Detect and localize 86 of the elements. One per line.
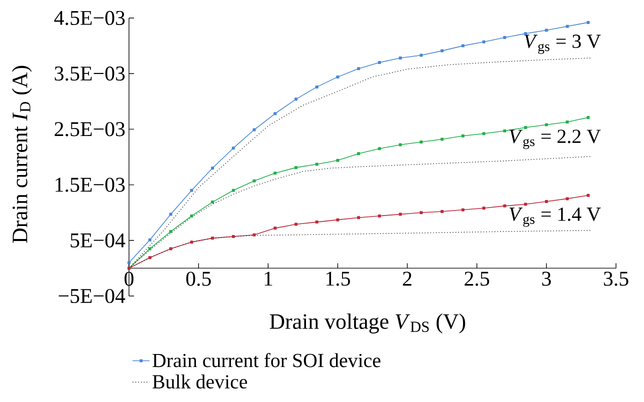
point xyxy=(336,218,340,222)
point xyxy=(252,233,256,236)
point xyxy=(566,24,569,28)
point xyxy=(169,230,172,234)
point xyxy=(482,206,486,210)
point xyxy=(420,211,423,214)
point xyxy=(586,116,590,120)
point xyxy=(586,20,590,24)
point xyxy=(336,75,340,78)
point xyxy=(148,247,152,250)
point xyxy=(294,222,298,226)
point xyxy=(440,210,444,213)
point xyxy=(420,140,423,144)
point xyxy=(148,238,152,242)
y-tick-label: 3.5E−03 xyxy=(54,66,125,81)
point xyxy=(357,67,360,70)
annotation: V$_{gs}$ = 3 V xyxy=(524,34,601,54)
point xyxy=(274,112,277,116)
point xyxy=(461,44,464,48)
point xyxy=(232,188,235,192)
point xyxy=(440,138,444,141)
point xyxy=(210,166,214,170)
point xyxy=(440,49,444,52)
point xyxy=(232,146,235,150)
point xyxy=(294,166,298,170)
y-tick-label: −5E−04 xyxy=(58,288,126,304)
point xyxy=(482,132,486,136)
x-tick-label: 1.5 xyxy=(326,272,350,286)
point xyxy=(315,162,318,166)
x-tick-label: 3.5 xyxy=(604,272,628,286)
point xyxy=(420,54,423,57)
point xyxy=(210,200,214,204)
y-tick-label: 2.5E−03 xyxy=(54,122,125,136)
point xyxy=(148,256,152,260)
point xyxy=(252,179,256,182)
point xyxy=(190,188,194,192)
point xyxy=(357,152,360,156)
x-tick-label: 2 xyxy=(402,272,412,286)
point xyxy=(503,36,506,39)
y-tick-label: 1.5E−03 xyxy=(56,178,125,192)
legend-label: Bulk device xyxy=(152,374,248,389)
point xyxy=(503,204,506,208)
point xyxy=(461,134,464,138)
point xyxy=(190,214,194,218)
point xyxy=(232,235,235,238)
point xyxy=(294,98,298,101)
point xyxy=(544,123,548,126)
point xyxy=(586,194,590,197)
point xyxy=(398,143,402,146)
point xyxy=(169,247,172,250)
legend-label: Drain current for SOI device xyxy=(152,353,380,368)
annotation: V$_{gs}$ = 1.4 V xyxy=(510,208,601,227)
x-tick-label: 0.5 xyxy=(186,272,211,286)
point xyxy=(544,28,548,32)
point xyxy=(566,120,569,124)
point xyxy=(461,208,464,212)
point xyxy=(252,128,256,132)
x-tick-label: 1 xyxy=(264,272,272,286)
y-tick-label: 4.5E−03 xyxy=(54,10,125,26)
point xyxy=(190,240,194,244)
point xyxy=(398,212,402,216)
x-axis-title: Drain voltage V$_{DS}$ (V) xyxy=(270,314,466,334)
point xyxy=(566,197,569,200)
point xyxy=(524,126,528,130)
point xyxy=(503,129,506,132)
x-tick-label: 2.5 xyxy=(464,272,490,286)
point xyxy=(398,56,402,60)
y-tick-label: 5E−04 xyxy=(70,233,126,248)
point xyxy=(544,200,548,203)
point xyxy=(274,226,277,230)
annotation: V$_{gs}$ = 2.2 V xyxy=(510,130,601,150)
point xyxy=(315,85,318,88)
point xyxy=(357,216,360,220)
point xyxy=(274,172,277,175)
point xyxy=(169,212,172,216)
x-tick-label: 3 xyxy=(542,272,551,286)
point xyxy=(315,220,318,224)
point xyxy=(210,236,214,240)
point xyxy=(378,147,381,150)
y-axis-title: Drain current I$_{D}$ (A) xyxy=(12,66,32,243)
point xyxy=(128,261,130,264)
point xyxy=(336,158,340,162)
point xyxy=(378,214,381,218)
point xyxy=(482,40,486,44)
point xyxy=(524,202,528,206)
point xyxy=(378,60,381,64)
